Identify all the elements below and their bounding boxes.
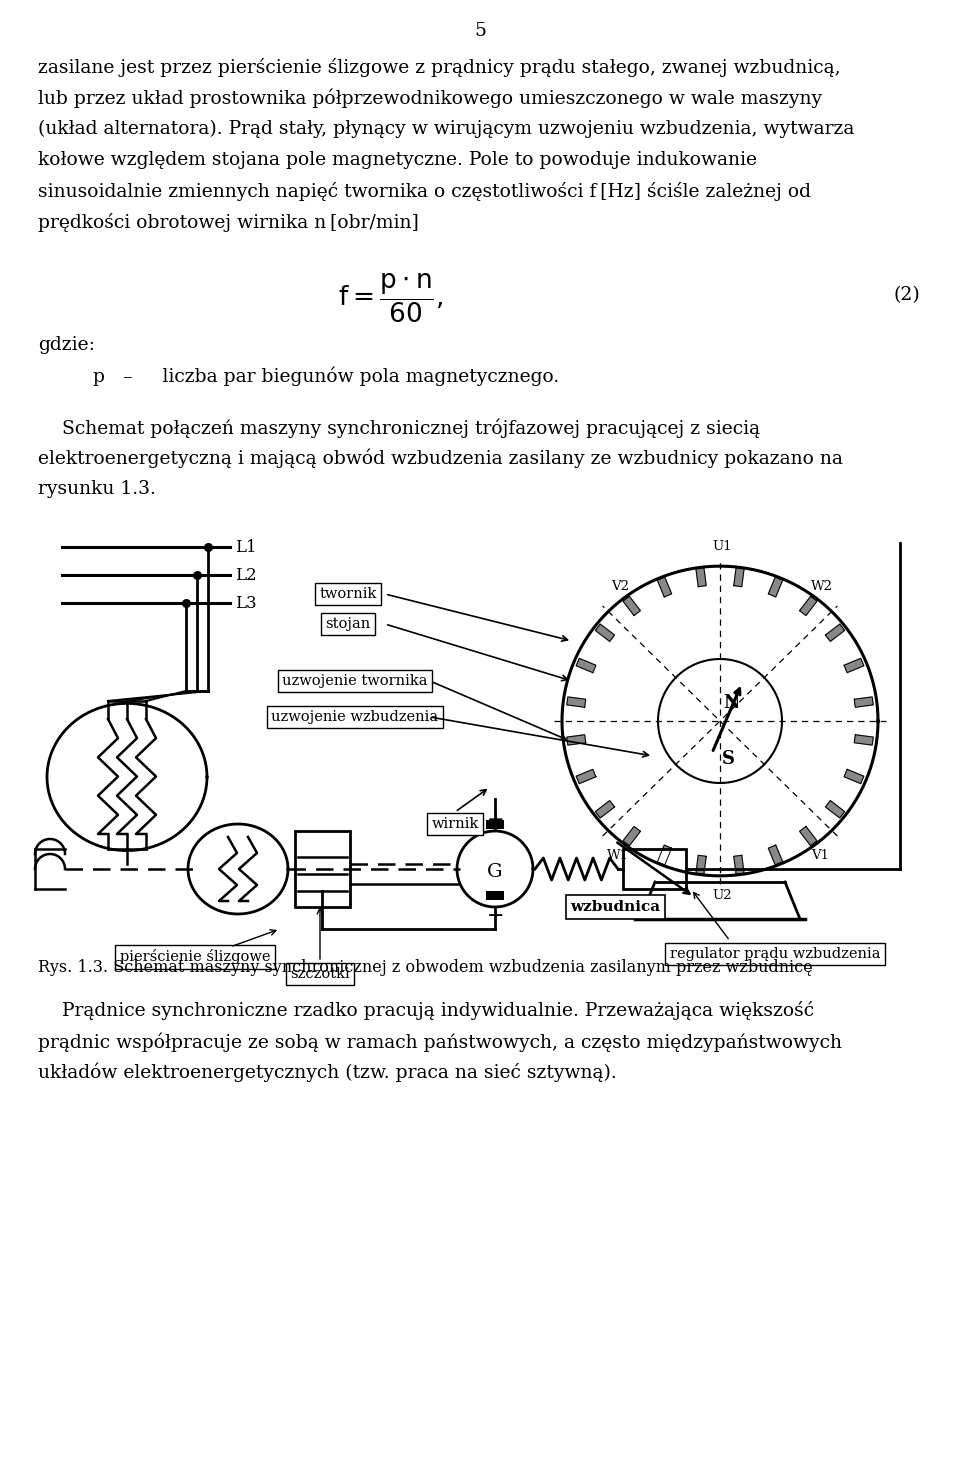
Polygon shape <box>658 577 672 597</box>
Polygon shape <box>733 855 744 874</box>
Text: uzwojenie wzbudzenia: uzwojenie wzbudzenia <box>272 710 439 725</box>
Text: N: N <box>724 694 740 712</box>
Text: twornik: twornik <box>320 587 376 602</box>
Text: W1: W1 <box>607 849 629 862</box>
Text: U1: U1 <box>712 540 732 553</box>
Text: wirnik: wirnik <box>431 817 479 832</box>
Text: kołowe względem stojana pole magnetyczne. Pole to powoduje indukowanie: kołowe względem stojana pole magnetyczne… <box>38 151 757 168</box>
Text: prędkości obrotowej wirnika n [obr/min]: prędkości obrotowej wirnika n [obr/min] <box>38 212 419 231</box>
Text: +: + <box>487 810 505 830</box>
Text: (układ alternatora). Prąd stały, płynący w wirującym uzwojeniu wzbudzenia, wytwa: (układ alternatora). Prąd stały, płynący… <box>38 120 854 138</box>
Text: elektroenergetyczną i mającą obwód wzbudzenia zasilany ze wzbudnicy pokazano na: elektroenergetyczną i mającą obwód wzbud… <box>38 449 843 468</box>
Text: Schemat połączeń maszyny synchronicznej trójfazowej pracującej z siecią: Schemat połączeń maszyny synchronicznej … <box>38 419 760 438</box>
Text: szczotki: szczotki <box>290 968 349 981</box>
Text: −: − <box>488 906 505 927</box>
Text: uzwojenie twornika: uzwojenie twornika <box>282 673 428 688</box>
Text: U2: U2 <box>712 889 732 902</box>
Polygon shape <box>800 827 817 846</box>
Text: Rys. 1.3. Schemat maszyny synchronicznej z obwodem wzbudzenia zasilanym przez wz: Rys. 1.3. Schemat maszyny synchronicznej… <box>38 959 813 976</box>
Polygon shape <box>576 659 596 672</box>
Polygon shape <box>566 735 586 745</box>
Polygon shape <box>854 735 874 745</box>
Text: lub przez układ prostownika półprzewodnikowego umieszczonego w wale maszyny: lub przez układ prostownika półprzewodni… <box>38 89 822 108</box>
Text: układów elektroenergetycznych (tzw. praca na sieć sztywną).: układów elektroenergetycznych (tzw. prac… <box>38 1063 616 1082</box>
Text: W2: W2 <box>811 580 833 593</box>
Polygon shape <box>595 624 614 641</box>
Polygon shape <box>696 855 707 874</box>
Polygon shape <box>658 845 672 865</box>
Polygon shape <box>844 659 864 672</box>
Text: G: G <box>488 862 503 881</box>
Text: sinusoidalnie zmiennych napięć twornika o częstotliwości f [Hz] ściśle zależnej : sinusoidalnie zmiennych napięć twornika … <box>38 182 811 201</box>
Bar <box>486 892 504 900</box>
Polygon shape <box>844 770 864 783</box>
Text: p   –     liczba par biegunów pola magnetycznego.: p – liczba par biegunów pola magnetyczne… <box>93 366 560 385</box>
Text: V1: V1 <box>811 849 829 862</box>
Polygon shape <box>623 827 640 846</box>
Text: L1: L1 <box>235 539 256 555</box>
Text: S: S <box>722 750 734 769</box>
Text: (2): (2) <box>893 285 920 305</box>
Text: prądnic współpracuje ze sobą w ramach państwowych, a często międzypaństwowych: prądnic współpracuje ze sobą w ramach pa… <box>38 1032 842 1051</box>
Text: regulator prądu wzbudzenia: regulator prądu wzbudzenia <box>670 947 880 960</box>
Text: 5: 5 <box>474 22 486 40</box>
Polygon shape <box>733 568 744 587</box>
Bar <box>295 832 350 908</box>
Text: rysunku 1.3.: rysunku 1.3. <box>38 480 156 498</box>
Polygon shape <box>800 596 817 615</box>
Text: Prądnice synchroniczne rzadko pracują indywidualnie. Przeważająca większość: Prądnice synchroniczne rzadko pracują in… <box>38 1001 814 1020</box>
Text: wzbudnica: wzbudnica <box>570 900 660 914</box>
Text: pierścienie ślizgowe: pierścienie ślizgowe <box>120 950 271 965</box>
Text: L3: L3 <box>235 594 256 612</box>
Polygon shape <box>854 697 874 707</box>
Polygon shape <box>595 801 614 818</box>
Text: V2: V2 <box>611 580 629 593</box>
Text: zasilane jest przez pierścienie ślizgowe z prądnicy prądu stałego, zwanej wzbudn: zasilane jest przez pierścienie ślizgowe… <box>38 59 841 78</box>
Polygon shape <box>768 577 782 597</box>
Polygon shape <box>826 801 845 818</box>
Bar <box>486 820 504 829</box>
Text: $\mathrm{f} = \dfrac{\mathrm{p \cdot n}}{60},$: $\mathrm{f} = \dfrac{\mathrm{p \cdot n}}… <box>338 272 443 325</box>
Polygon shape <box>566 697 586 707</box>
Polygon shape <box>826 624 845 641</box>
Text: gdzie:: gdzie: <box>38 337 95 354</box>
Text: stojan: stojan <box>325 616 371 631</box>
Polygon shape <box>623 596 640 615</box>
Polygon shape <box>696 568 707 587</box>
Polygon shape <box>576 770 596 783</box>
Text: L2: L2 <box>235 567 256 584</box>
Bar <box>623 849 686 889</box>
Polygon shape <box>768 845 782 865</box>
